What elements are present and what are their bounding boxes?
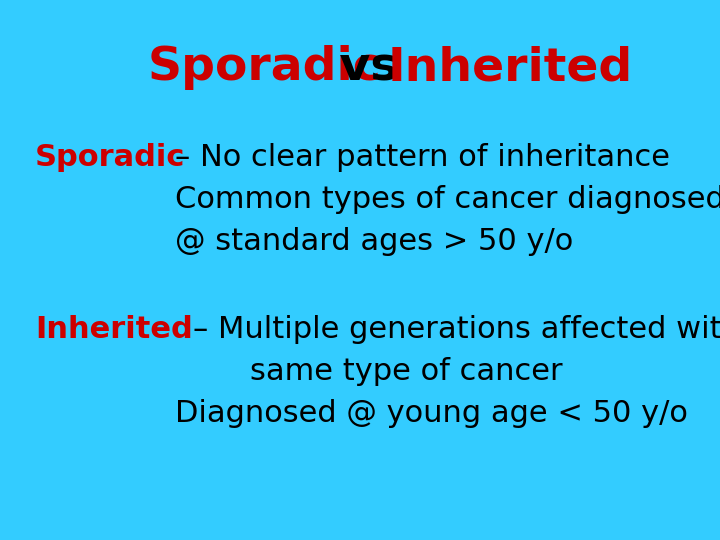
Text: same type of cancer: same type of cancer	[250, 357, 562, 387]
Text: – Multiple generations affected with: – Multiple generations affected with	[193, 315, 720, 345]
Text: Sporadic: Sporadic	[35, 144, 185, 172]
Text: @ standard ages > 50 y/o: @ standard ages > 50 y/o	[175, 227, 573, 256]
Text: Inherited: Inherited	[35, 315, 193, 345]
Text: vs: vs	[323, 45, 415, 91]
Text: Sporadic: Sporadic	[148, 45, 382, 91]
Text: Common types of cancer diagnosed: Common types of cancer diagnosed	[175, 186, 720, 214]
Text: – No clear pattern of inheritance: – No clear pattern of inheritance	[175, 144, 670, 172]
Text: Inherited: Inherited	[388, 45, 634, 91]
Text: Diagnosed @ young age < 50 y/o: Diagnosed @ young age < 50 y/o	[175, 400, 688, 429]
